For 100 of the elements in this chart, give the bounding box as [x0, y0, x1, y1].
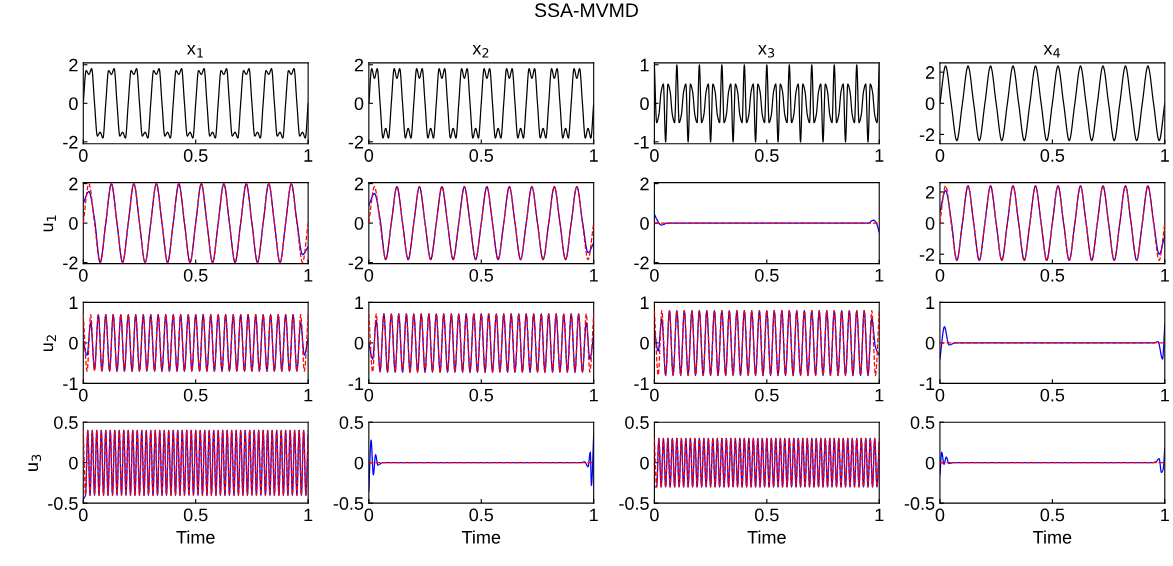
x-tick-label: 1: [590, 149, 598, 162]
x-tick-label: 0.5: [469, 149, 494, 162]
y-tick-label: 2: [354, 177, 364, 191]
y-tick-label: -2: [63, 135, 78, 149]
x-tick-label: 1: [304, 269, 313, 282]
y-axis-title: u$_{3}$: [28, 454, 42, 471]
x-tick-label: 0: [78, 268, 88, 282]
y-tick-label: -1: [634, 135, 649, 149]
x-tick-label: 0.5: [183, 268, 208, 282]
y-tick-label: 0: [640, 336, 649, 350]
chart-title: x$_{1}$: [186, 44, 203, 58]
y-tick-label: -0.5: [48, 497, 78, 510]
text: SSA-MVMD: [534, 3, 638, 18]
x-tick-label: 0.5: [754, 268, 779, 282]
y-tick-label: 2: [925, 185, 935, 199]
y-tick-label: 1: [926, 296, 935, 309]
y-tick-label: 0: [69, 97, 78, 111]
x-tick-label: 1: [590, 508, 598, 522]
x-tick-label: 1: [590, 388, 598, 402]
x-tick-label: 0.5: [183, 508, 208, 522]
x-tick-label: 0: [78, 149, 88, 162]
x-tick-label: 0: [650, 149, 659, 162]
chart-title: x$_{4}$: [1043, 44, 1060, 58]
y-tick-label: 2: [69, 58, 78, 72]
y-tick-label: 0.5: [625, 416, 649, 429]
x-axis-title: Time: [747, 530, 786, 544]
y-tick-label: -0.5: [619, 497, 649, 510]
y-tick-label: -2: [634, 256, 649, 270]
x-tick-label: 0: [364, 388, 374, 402]
y-tick-label: 0: [69, 336, 78, 350]
y-tick-label: 0: [354, 97, 364, 111]
x-tick-label: 0.5: [754, 388, 779, 402]
y-tick-label: -1: [634, 377, 649, 390]
y-tick-label: -1: [919, 377, 935, 390]
y-tick-label: 0: [925, 97, 935, 111]
x-tick-label: 0.5: [754, 149, 779, 162]
y-tick-label: 1: [69, 296, 78, 309]
x-tick-label: 0: [650, 268, 659, 282]
x-tick-label: 0: [78, 388, 88, 402]
y-tick-label: 0.5: [54, 416, 78, 429]
x-tick-label: 0.5: [1040, 388, 1065, 402]
x-tick-label: 1: [1161, 269, 1169, 282]
x-tick-label: 0: [935, 268, 945, 282]
y-tick-label: 1: [640, 296, 649, 309]
x-tick-label: 0.5: [469, 268, 494, 282]
x-tick-label: 0: [650, 388, 659, 402]
y-tick-label: -1: [348, 377, 364, 390]
x-tick-label: 0.5: [1040, 268, 1065, 282]
y-axis-title: u$_{1}$: [43, 215, 56, 232]
x-tick-label: 1: [875, 388, 884, 402]
y-tick-label: 0: [354, 217, 364, 230]
y-tick-label: -2: [348, 256, 364, 270]
y-tick-label: 2: [354, 58, 364, 72]
y-tick-label: 2: [69, 177, 78, 191]
x-tick-label: 1: [875, 149, 884, 162]
y-tick-label: -0.5: [904, 497, 935, 510]
y-tick-label: 0: [640, 97, 649, 111]
x-tick-label: 0: [364, 149, 374, 162]
y-tick-label: 0: [925, 336, 935, 350]
y-tick-label: 1: [640, 58, 649, 72]
x-tick-label: 0: [364, 508, 374, 522]
y-tick-label: 2: [640, 177, 649, 191]
x-tick-label: 1: [1161, 388, 1169, 402]
x-tick-label: 0: [935, 149, 945, 162]
x-tick-label: 1: [875, 508, 884, 522]
x-tick-label: 0: [78, 508, 88, 522]
y-tick-label: -0.5: [333, 497, 364, 510]
x-axis-title: Time: [1033, 530, 1072, 544]
y-tick-label: -1: [63, 377, 78, 390]
x-tick-label: 0.5: [754, 508, 779, 522]
y-tick-label: 0: [69, 456, 78, 470]
x-tick-label: 1: [590, 269, 598, 282]
y-tick-label: 0: [69, 217, 78, 230]
x-tick-label: 0.5: [469, 508, 494, 522]
x-tick-label: 1: [1161, 149, 1169, 162]
y-tick-label: 0: [354, 456, 364, 470]
x-tick-label: 0.5: [1040, 508, 1065, 522]
x-tick-label: 0.5: [469, 388, 494, 402]
x-tick-label: 0.5: [183, 388, 208, 402]
y-tick-label: -2: [919, 248, 935, 261]
y-tick-label: 0: [640, 217, 649, 230]
y-tick-label: 0: [925, 217, 935, 230]
y-axis-title: u$_{2}$: [43, 335, 56, 352]
y-tick-label: -2: [348, 135, 364, 149]
x-tick-label: 1: [304, 388, 313, 402]
y-tick-label: -2: [919, 128, 935, 141]
x-axis-title: Time: [176, 530, 215, 544]
x-tick-label: 0: [364, 268, 374, 282]
chart-title: x$_{2}$: [472, 44, 489, 58]
x-tick-label: 1: [1161, 508, 1169, 522]
x-tick-label: 0: [935, 388, 945, 402]
x-tick-label: 1: [304, 508, 313, 522]
x-tick-label: 0: [935, 508, 945, 522]
y-tick-label: 0.5: [339, 416, 364, 429]
y-tick-label: 0: [925, 456, 935, 470]
chart-title: x$_{3}$: [758, 44, 775, 58]
y-tick-label: 0.5: [910, 416, 935, 429]
y-tick-label: -2: [63, 256, 78, 270]
y-tick-label: 0: [640, 456, 649, 470]
x-tick-label: 0.5: [183, 149, 208, 162]
